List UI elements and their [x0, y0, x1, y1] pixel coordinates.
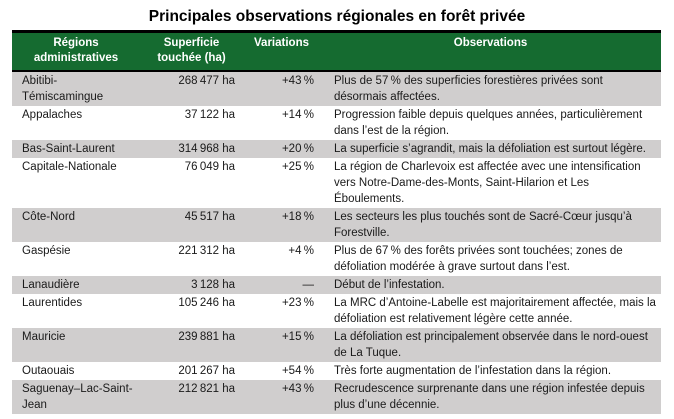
- superficie-value: 212 821 ha: [178, 383, 235, 395]
- region-name: Outaouais: [22, 365, 75, 377]
- observation-text: Progression faible depuis quelques année…: [334, 109, 643, 137]
- observation-text: La région de Charlevoix est affectée ave…: [334, 161, 641, 205]
- table-body: Abitibi-Témiscamingue 268 477 ha +43 % P…: [12, 71, 661, 414]
- region-name: Capitale-Nationale: [22, 161, 117, 173]
- superficie-value: 76 049 ha: [184, 161, 235, 173]
- variation-value: +43 %: [281, 75, 314, 87]
- region-name: Laurentides: [22, 297, 83, 309]
- variation-value: +54 %: [281, 365, 314, 377]
- column-header-superficie: Superficie touchée (ha): [140, 30, 243, 72]
- superficie-value: 239 881 ha: [178, 331, 235, 343]
- superficie-value: 221 312 ha: [178, 245, 235, 257]
- variation-value: +4 %: [288, 245, 314, 257]
- observation-text: Plus de 57 % des superficies forestières…: [334, 75, 603, 103]
- superficie-value: 314 968 ha: [178, 143, 235, 155]
- table-row: Abitibi-Témiscamingue 268 477 ha +43 % P…: [12, 71, 661, 106]
- table-row: Côte-Nord 45 517 ha +18 % Les secteurs l…: [12, 208, 661, 242]
- superficie-value: 201 267 ha: [178, 365, 235, 377]
- region-name: Saguenay–Lac-Saint-Jean: [22, 383, 133, 411]
- superficie-value: 45 517 ha: [184, 211, 235, 223]
- variation-value: +15 %: [281, 331, 314, 343]
- variation-value: +25 %: [281, 161, 314, 173]
- table-row: Outaouais 201 267 ha +54 % Très forte au…: [12, 362, 661, 380]
- table-header: Régions administratives Superficie touch…: [12, 30, 661, 72]
- region-name: Appalaches: [22, 109, 83, 121]
- variation-value: —: [302, 279, 315, 291]
- variation-value: +14 %: [281, 109, 314, 121]
- superficie-value: 105 246 ha: [178, 297, 235, 309]
- observation-text: Recrudescence surprenante dans une régio…: [334, 383, 645, 411]
- variation-value: +43 %: [281, 383, 314, 395]
- region-name: Mauricie: [22, 331, 66, 343]
- observation-text: Très forte augmentation de l’infestation…: [334, 365, 612, 377]
- observation-text: Plus de 67 % des forêts privées sont tou…: [334, 245, 623, 273]
- superficie-value: 37 122 ha: [184, 109, 235, 121]
- observation-text: Les secteurs les plus touchés sont de Sa…: [334, 211, 632, 239]
- region-name: Abitibi-Témiscamingue: [22, 75, 104, 103]
- region-name: Côte-Nord: [22, 211, 76, 223]
- observation-text: Début de l’infestation.: [334, 279, 445, 291]
- region-name: Bas-Saint-Laurent: [22, 143, 115, 155]
- region-name: Lanaudière: [22, 279, 80, 291]
- region-name: Gaspésie: [22, 245, 71, 257]
- column-header-observations: Observations: [320, 30, 661, 72]
- observation-text: La superficie s’agrandit, mais la défoli…: [334, 143, 646, 155]
- column-header-regions: Régions administratives: [12, 30, 140, 72]
- variation-value: +20 %: [281, 143, 314, 155]
- superficie-value: 268 477 ha: [178, 75, 235, 87]
- variation-value: +18 %: [281, 211, 314, 223]
- superficie-value: 3 128 ha: [191, 279, 235, 291]
- observation-text: La défoliation est principalement observ…: [334, 331, 648, 359]
- regional-observations-table: Régions administratives Superficie touch…: [12, 30, 661, 414]
- variation-value: +23 %: [281, 297, 314, 309]
- table-row: Mauricie 239 881 ha +15 % La défoliation…: [12, 328, 661, 362]
- table-row: Lanaudière 3 128 ha — Début de l’infesta…: [12, 276, 661, 294]
- column-header-variations: Variations: [243, 30, 320, 72]
- header-row: Régions administratives Superficie touch…: [12, 30, 661, 72]
- table-row: Capitale-Nationale 76 049 ha +25 % La ré…: [12, 158, 661, 208]
- page-title: Principales observations régionales en f…: [148, 8, 526, 25]
- table-row: Appalaches 37 122 ha +14 % Progression f…: [12, 106, 661, 140]
- table-row: Saguenay–Lac-Saint-Jean 212 821 ha +43 %…: [12, 380, 661, 414]
- observation-text: La MRC d’Antoine-Labelle est majoritaire…: [334, 297, 656, 325]
- table-row: Gaspésie 221 312 ha +4 % Plus de 67 % de…: [12, 242, 661, 276]
- table-row: Laurentides 105 246 ha +23 % La MRC d’An…: [12, 294, 661, 328]
- table-row: Bas-Saint-Laurent 314 968 ha +20 % La su…: [12, 140, 661, 158]
